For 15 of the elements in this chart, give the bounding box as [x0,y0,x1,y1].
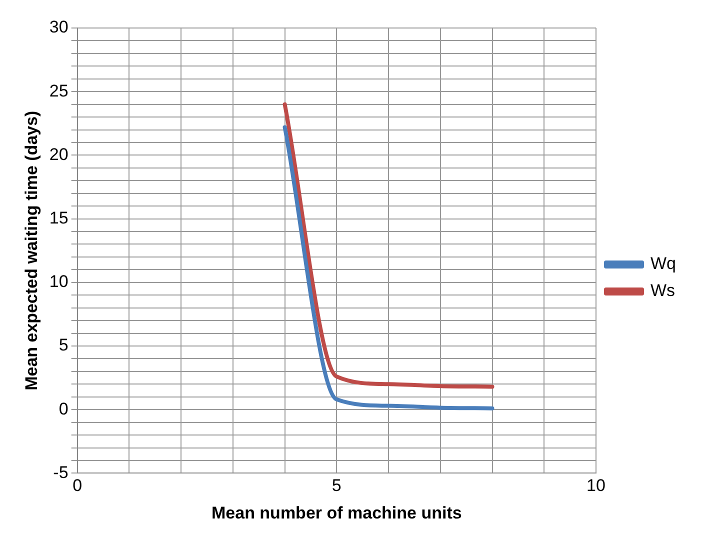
y-tick-label: 30 [49,18,68,37]
x-tick-label: 0 [72,476,82,496]
y-tick-label: 5 [58,336,68,355]
y-tick-label: 20 [49,144,68,164]
y-tick-label: 15 [49,208,68,228]
y-tick-label: 10 [49,272,68,292]
legend-label: Ws [650,281,676,300]
y-tick-label: -5 [53,462,68,482]
y-tick-label: 25 [49,81,68,100]
y-tick-label: 0 [58,399,68,418]
y-axis-title: Mean expected waiting time (days) [22,110,41,390]
x-tick-label: 5 [332,476,342,496]
x-tick-label: 10 [586,476,606,496]
x-axis-title: Mean number of machine units [212,503,462,522]
legend-label: Wq [650,254,676,274]
